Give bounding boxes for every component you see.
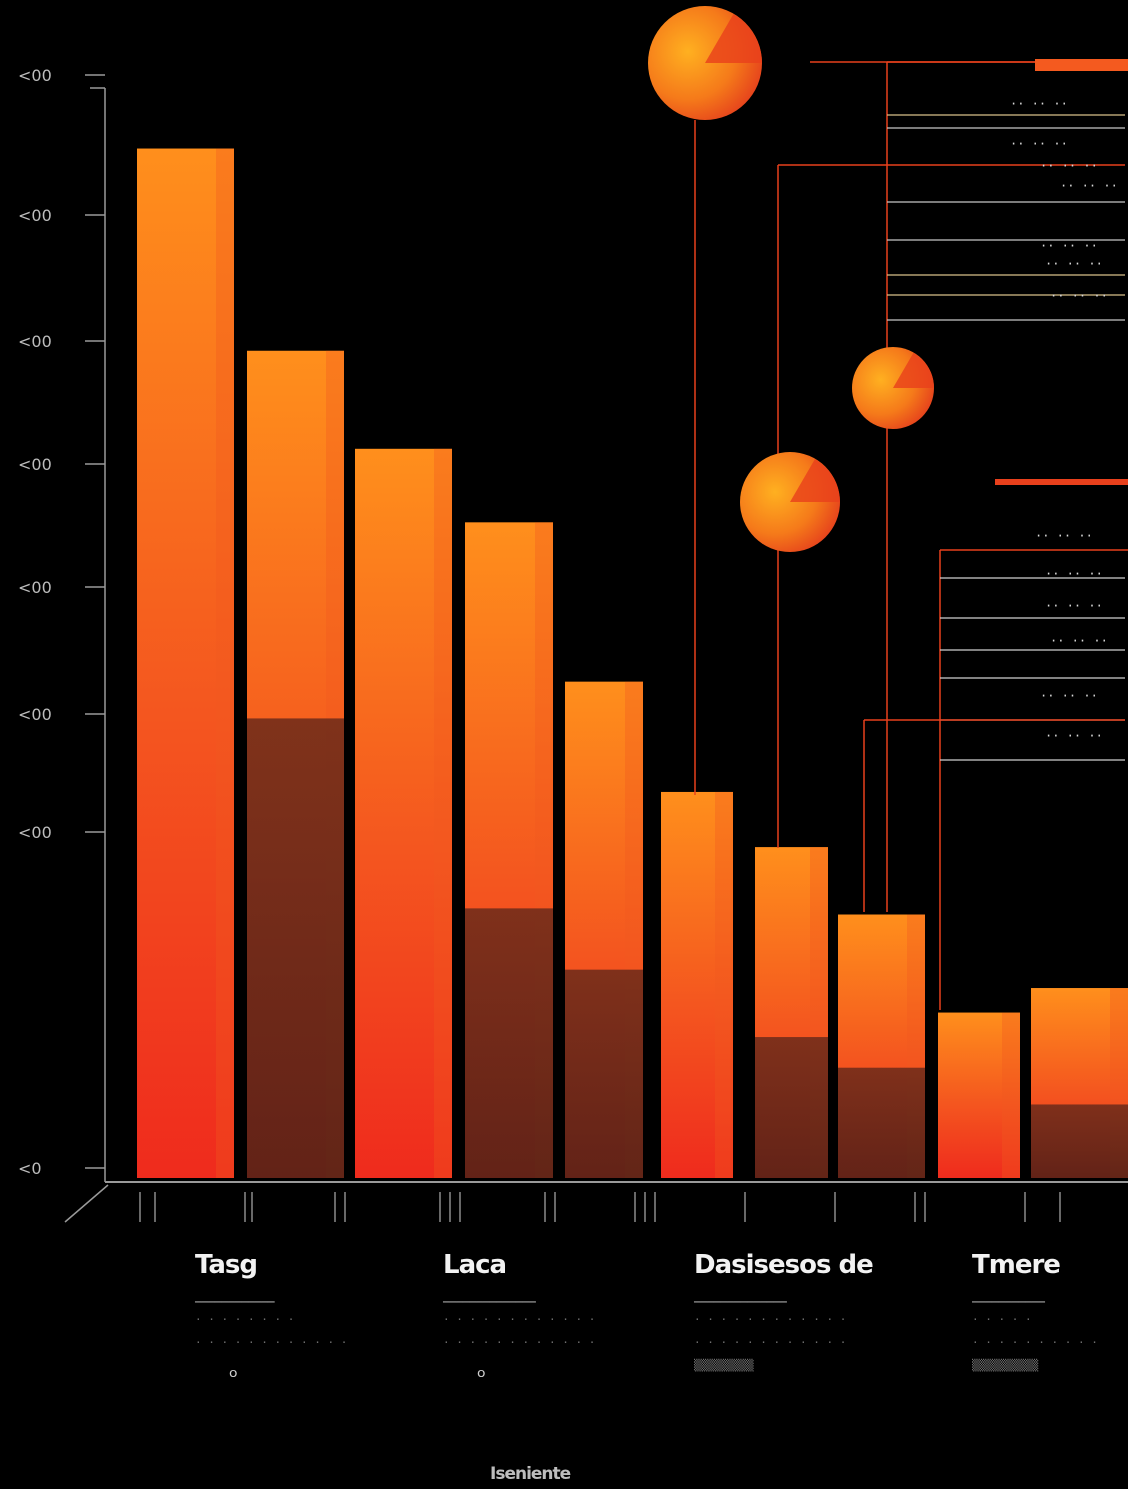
category-caption-line: · · · · · · · · · ·: [972, 1336, 1122, 1349]
bar-lower-segment: [838, 1068, 925, 1178]
bar-shade: [715, 792, 733, 1178]
category-caption-line: · · · · · · · · · · · ·: [694, 1313, 924, 1326]
category-label: Laca: [443, 1250, 673, 1280]
category-label: Tasg: [195, 1250, 425, 1280]
category-group-2: Laca ▁▁▁▁▁▁▁▁▁▁▁▁▁▁ · · · · · · · · · · …: [443, 1250, 673, 1390]
bar-shade: [216, 149, 234, 1178]
y-tick-label: <00: [18, 332, 52, 351]
annotation-text: ·· ·· ··: [1045, 567, 1103, 581]
y-tick-label: <00: [18, 578, 52, 597]
y-tick-label: <00: [18, 823, 52, 842]
category-caption-line: · · · · · · · ·: [195, 1313, 425, 1326]
category-group-3: Dasisesos de ▁▁▁▁▁▁▁▁▁▁▁▁▁▁ · · · · · · …: [694, 1250, 924, 1372]
category-caption-line: · · · · · · · · · · · ·: [694, 1336, 924, 1349]
category-label: Dasisesos de: [694, 1250, 924, 1280]
category-caption-line: ▁▁▁▁▁▁▁▁▁▁▁: [972, 1290, 1122, 1303]
annotation-text: ·· ·· ··: [1045, 257, 1103, 271]
annotation-text: ·· ·· ··: [1010, 97, 1068, 111]
annotation-text: ·· ·· ··: [1060, 179, 1118, 193]
annotation-text: ·· ·· ··: [1040, 689, 1098, 703]
category-caption-line: ▒▒▒▒▒▒▒▒▒: [694, 1359, 924, 1372]
bar-lower-segment: [247, 718, 344, 1178]
annotation-text: ·· ·· ··: [1010, 137, 1068, 151]
category-caption-line: · · · · · · · · · · · ·: [195, 1336, 425, 1349]
bar-lower-segment: [565, 970, 643, 1178]
annotation-text: ·· ·· ··: [1040, 159, 1098, 173]
category-caption-line: · · · · · · · · · · · ·: [443, 1313, 673, 1326]
x-axis-perspective-line: [65, 1185, 108, 1222]
category-group-1: Tasg ▁▁▁▁▁▁▁▁▁▁▁▁ · · · · · · · · · · · …: [195, 1250, 425, 1390]
annotation-text: ·· ·· ··: [1050, 634, 1108, 648]
category-caption-line: ▁▁▁▁▁▁▁▁▁▁▁▁▁▁: [694, 1290, 924, 1303]
footer-label: Iseniente: [490, 1464, 570, 1484]
annotation-text: ·· ·· ··: [1050, 289, 1108, 303]
bar-shade: [434, 449, 452, 1178]
category-caption-line: ▁▁▁▁▁▁▁▁▁▁▁▁▁▁: [443, 1290, 673, 1303]
category-caption-line: ▁▁▁▁▁▁▁▁▁▁▁▁: [195, 1290, 425, 1303]
annotation-text: ·· ·· ··: [1045, 599, 1103, 613]
y-tick-label: <00: [18, 455, 52, 474]
y-tick-label: <00: [18, 206, 52, 225]
category-caption-line: · · · · ·: [972, 1313, 1122, 1326]
bar-shade: [1002, 1013, 1020, 1178]
annotation-text: ·· ·· ··: [1040, 239, 1098, 253]
annotation-text: ·· ·· ··: [1035, 529, 1093, 543]
category-caption-line: ▒▒▒▒▒▒▒▒▒▒: [972, 1359, 1122, 1372]
y-tick-label: <00: [18, 705, 52, 724]
category-marker-icon: ᵒ: [443, 1365, 673, 1390]
bar-lower-segment: [465, 908, 553, 1178]
category-marker-icon: ᵒ: [195, 1365, 425, 1390]
category-caption-line: · · · · · · · · · · · ·: [443, 1336, 673, 1349]
bar-lower-segment: [1031, 1104, 1128, 1178]
category-label: Tmere: [972, 1250, 1122, 1280]
bar-lower-segment: [755, 1037, 828, 1178]
y-tick-label: <0: [18, 1159, 42, 1178]
category-group-4: Tmere ▁▁▁▁▁▁▁▁▁▁▁ · · · · · · · · · · · …: [972, 1250, 1122, 1372]
y-tick-label: <00: [18, 66, 52, 85]
annotation-text: ·· ·· ··: [1045, 729, 1103, 743]
